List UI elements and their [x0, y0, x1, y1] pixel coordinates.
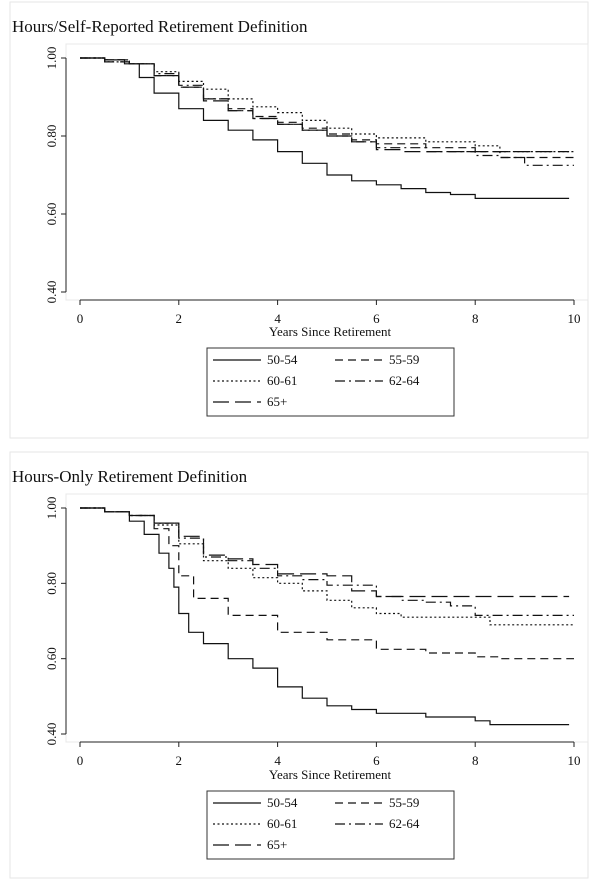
- series-line-50-54: [80, 507, 570, 726]
- legend-label: 55-59: [389, 795, 419, 810]
- legend-box: [206, 347, 455, 417]
- series-line-65+: [80, 57, 570, 153]
- series-line-65+: [80, 507, 570, 598]
- x-tick-label: 4: [274, 753, 281, 768]
- y-tick-label: 1.00: [44, 497, 59, 520]
- y-tick-label: 0.80: [44, 572, 59, 595]
- x-tick-label: 2: [176, 753, 183, 768]
- chart-title: Hours-Only Retirement Definition: [12, 467, 248, 486]
- x-tick-label: 4: [274, 311, 281, 326]
- legend-label: 62-64: [389, 816, 420, 831]
- x-tick-label: 10: [568, 311, 581, 326]
- x-axis-label: Years Since Retirement: [269, 324, 392, 339]
- x-tick-label: 2: [176, 311, 183, 326]
- series-line-60-61: [80, 507, 574, 626]
- y-tick-label: 1.00: [44, 47, 59, 70]
- legend-label: 60-61: [267, 816, 297, 831]
- y-tick-label: 0.40: [44, 281, 59, 304]
- x-tick-label: 0: [77, 753, 84, 768]
- legend: 50-54 55-59 60-61 62-64 65+: [206, 347, 455, 417]
- y-tick-label: 0.80: [44, 125, 59, 148]
- series-line-62-64: [80, 507, 574, 616]
- x-tick-label: 8: [472, 753, 479, 768]
- x-tick-label: 6: [373, 311, 380, 326]
- series-line-62-64: [80, 57, 574, 166]
- legend-label: 62-64: [389, 373, 420, 388]
- legend-label: 65+: [267, 837, 287, 852]
- chart-panel-2: Hours-Only Retirement Definition 0.40 0.60…: [9, 451, 589, 879]
- x-tick-label: 0: [77, 311, 84, 326]
- series-line-50-54: [80, 57, 570, 199]
- legend-label: 50-54: [267, 352, 298, 367]
- legend-label: 55-59: [389, 352, 419, 367]
- y-tick-label: 0.40: [44, 723, 59, 746]
- legend-label: 65+: [267, 394, 287, 409]
- legend-label: 60-61: [267, 373, 297, 388]
- x-tick-label: 10: [568, 753, 581, 768]
- x-tick-label: 8: [472, 311, 479, 326]
- legend-label: 50-54: [267, 795, 298, 810]
- x-tick-label: 6: [373, 753, 380, 768]
- legend: 50-54 55-59 60-61 62-64 65+: [206, 790, 455, 860]
- legend-box: [206, 790, 455, 860]
- chart-title: Hours/Self-Reported Retirement Definitio…: [12, 17, 308, 36]
- chart-panel-1: Hours/Self-Reported Retirement Definitio…: [9, 1, 589, 439]
- y-tick-label: 0.60: [44, 647, 59, 670]
- x-axis-label: Years Since Retirement: [269, 767, 392, 782]
- y-tick-label: 0.60: [44, 203, 59, 226]
